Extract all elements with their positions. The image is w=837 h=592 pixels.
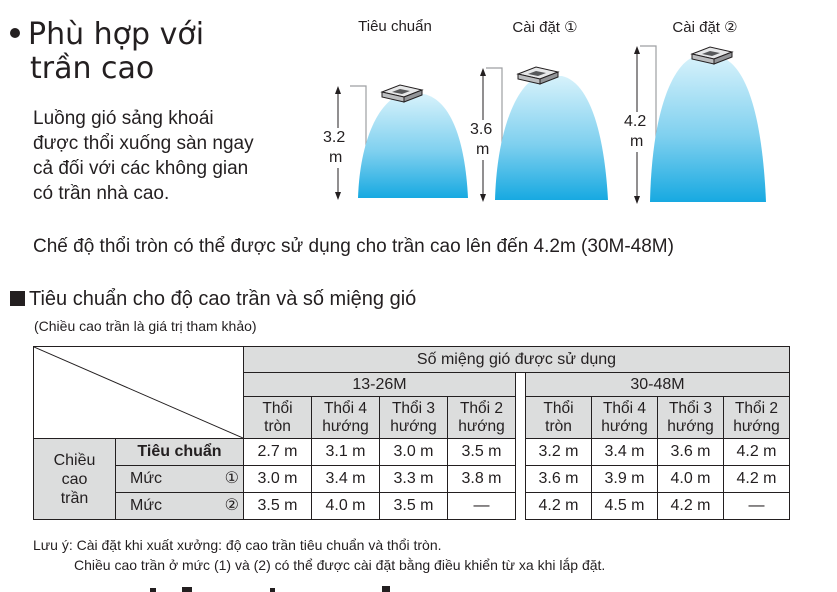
- heading-line-1: Phù hợp với: [28, 17, 205, 52]
- description: Luồng gió sảng khoái được thổi xuống sàn…: [33, 106, 303, 206]
- table-cell: 4.0 m: [311, 492, 380, 520]
- table-cell: 4.2 m: [723, 465, 790, 493]
- table-cell: 4.2 m: [525, 492, 592, 520]
- description-line: được thổi xuống sàn ngay: [33, 133, 254, 154]
- table-cell: 3.6 m: [657, 438, 724, 466]
- note-line-2: Chiều cao trần ở mức (1) và (2) có thể đ…: [74, 557, 606, 573]
- column-header: Thổi tròn: [525, 396, 592, 439]
- table-cell: —: [447, 492, 516, 520]
- table-cell: 3.1 m: [311, 438, 380, 466]
- table-corner-cell: [33, 346, 244, 439]
- bullet-icon: [10, 27, 20, 38]
- row-label-level-1: Mức ①: [115, 465, 244, 493]
- table-cell: 3.6 m: [525, 465, 592, 493]
- height-label-standard: 3.2 m: [323, 128, 346, 168]
- airflow-cone: [495, 76, 608, 200]
- airflow-cone: [650, 56, 766, 202]
- table-cell: 3.5 m: [447, 438, 516, 466]
- group-gap: [515, 372, 526, 397]
- diagonal-line: [34, 347, 243, 438]
- ceiling-unit-icon: [690, 46, 734, 65]
- notes: Lưu ý: Cài đặt khi xuất xưởng: độ cao tr…: [33, 535, 605, 575]
- ceiling-unit-icon: [516, 66, 560, 85]
- table-heading-text: Tiêu chuẩn cho độ cao trần và số miệng g…: [29, 288, 417, 310]
- group-gap: [515, 492, 526, 520]
- note-line-1: Lưu ý: Cài đặt khi xuất xưởng: độ cao tr…: [33, 537, 442, 553]
- column-header: Thổi tròn: [243, 396, 312, 439]
- table-top-header: Số miệng gió được sử dụng: [243, 346, 790, 373]
- group-gap: [515, 438, 526, 466]
- diagram-standard: [335, 84, 468, 200]
- diagram-caption-setting-2: Cài đặt ②: [672, 19, 738, 36]
- table-heading: Tiêu chuẩn cho độ cao trần và số miệng g…: [10, 288, 416, 311]
- height-value: 3.2: [323, 129, 346, 146]
- column-header: Thổi 2 hướng: [723, 396, 790, 439]
- group-header-13-26m: 13-26M: [243, 372, 516, 397]
- heading-line-2: trần cao: [30, 51, 155, 86]
- square-bullet-icon: [10, 291, 25, 306]
- table-cell: 3.0 m: [379, 438, 448, 466]
- row-label-level-2: Mức ②: [115, 492, 244, 520]
- table-cell: 3.9 m: [591, 465, 658, 493]
- table-cell: 3.4 m: [591, 438, 658, 466]
- section-heading: Phù hợp với trần cao: [8, 18, 204, 86]
- table-cell: 3.2 m: [525, 438, 592, 466]
- group-header-30-48m: 30-48M: [525, 372, 790, 397]
- table-cell: 3.4 m: [311, 465, 380, 493]
- height-value: 3.6: [470, 121, 493, 138]
- height-unit: m: [329, 149, 343, 166]
- ceiling-unit-icon: [380, 84, 424, 103]
- table-cell: 2.7 m: [243, 438, 312, 466]
- height-value: 4.2: [624, 113, 647, 130]
- height-unit: m: [630, 133, 644, 150]
- height-unit: m: [476, 141, 490, 158]
- column-header: Thổi 2 hướng: [447, 396, 516, 439]
- table-cell: 4.2 m: [723, 438, 790, 466]
- table-cell: 3.5 m: [379, 492, 448, 520]
- table-cell: 3.0 m: [243, 465, 312, 493]
- ceiling-height-label: Chiều cao trần: [33, 438, 116, 520]
- cut-off-text-fragment: [120, 578, 420, 592]
- diagram-caption-setting-1: Cài đặt ①: [512, 19, 578, 36]
- column-header: Thổi 4 hướng: [591, 396, 658, 439]
- table-cell: 4.0 m: [657, 465, 724, 493]
- description-line: cả đối với các không gian: [33, 158, 249, 179]
- diagram-caption-standard: Tiêu chuẩn: [358, 18, 432, 35]
- diagram-setting-1: [480, 66, 608, 202]
- airflow-cone: [358, 94, 468, 198]
- table-cell: 3.8 m: [447, 465, 516, 493]
- group-gap: [515, 396, 526, 439]
- column-header: Thổi 4 hướng: [311, 396, 380, 439]
- table-subnote: (Chiều cao trần là giá trị tham khảo): [34, 318, 257, 334]
- cut-off-glyphs: [150, 586, 390, 592]
- row-label-standard: Tiêu chuẩn: [115, 438, 244, 466]
- ceiling-height-diagram: [335, 45, 766, 204]
- table-cell: 4.2 m: [657, 492, 724, 520]
- table-cell: 4.5 m: [591, 492, 658, 520]
- column-header: Thổi 3 hướng: [657, 396, 724, 439]
- main-statement: Chế độ thổi tròn có thể được sử dụng cho…: [33, 236, 674, 257]
- diagram-setting-2: [634, 45, 766, 204]
- height-label-setting-2: 4.2 m: [624, 112, 647, 152]
- table-cell: 3.3 m: [379, 465, 448, 493]
- group-gap: [515, 465, 526, 493]
- table-cell: 3.5 m: [243, 492, 312, 520]
- table-cell: —: [723, 492, 790, 520]
- column-header: Thổi 3 hướng: [379, 396, 448, 439]
- description-line: có trần nhà cao.: [33, 183, 170, 204]
- description-line: Luồng gió sảng khoái: [33, 108, 214, 129]
- height-label-setting-1: 3.6 m: [470, 120, 493, 160]
- ceiling-height-table: Số miệng gió được sử dụng 13-26M 30-48M …: [33, 346, 790, 520]
